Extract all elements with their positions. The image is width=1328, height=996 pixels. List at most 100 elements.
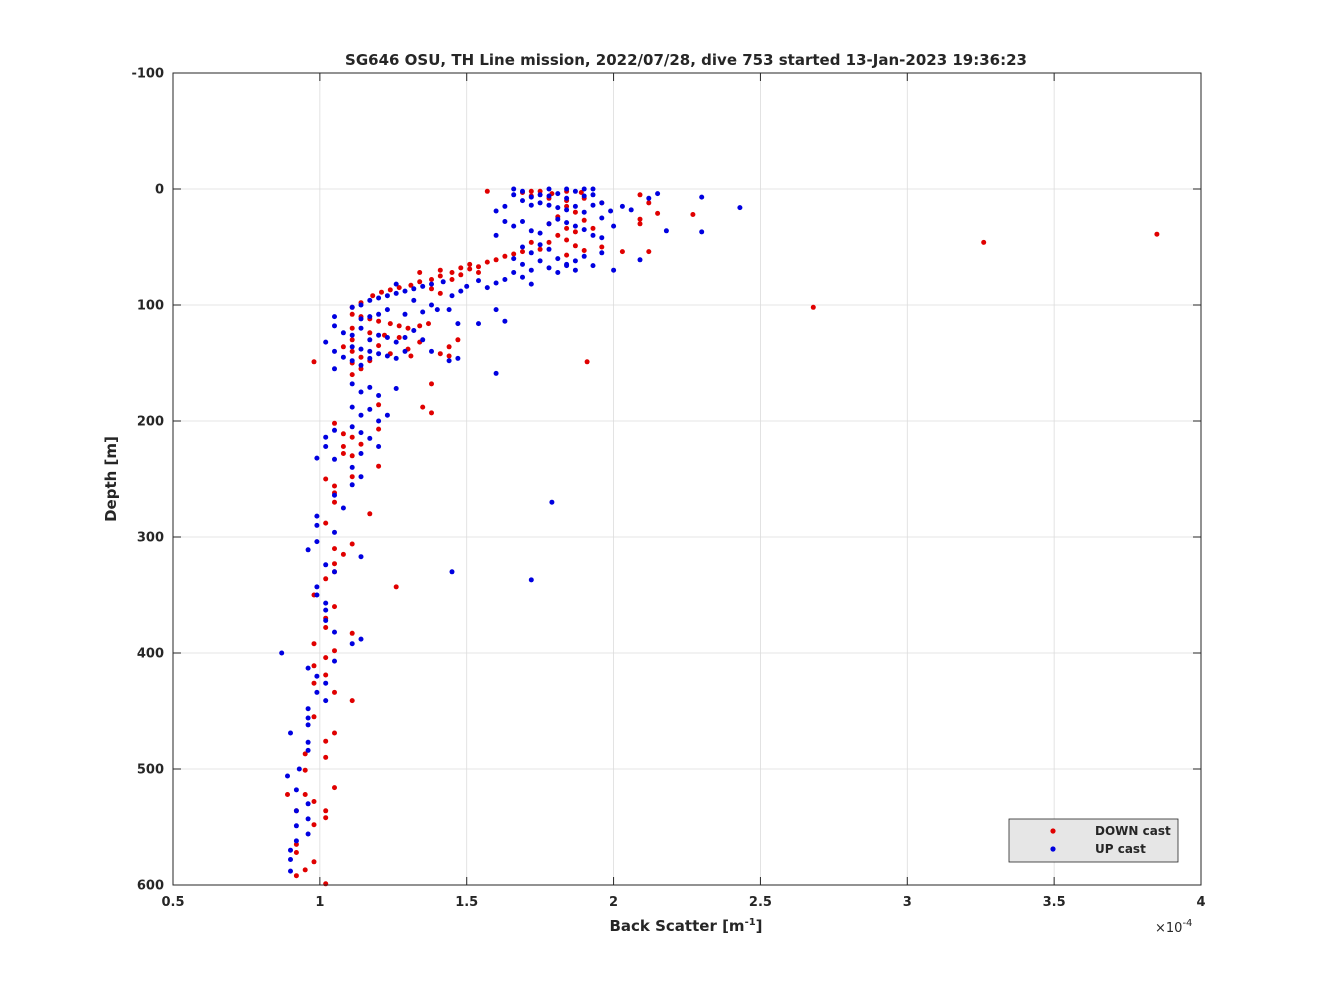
data-point (293, 808, 299, 814)
x-axis-label-superscript: -1 (745, 917, 756, 928)
data-point (305, 747, 311, 753)
data-point (663, 228, 669, 234)
y-tick-labels: -100 0 100 200 300 400 500 600 (131, 67, 164, 894)
data-point (340, 344, 346, 350)
data-point (332, 648, 337, 654)
data-point (590, 232, 596, 238)
data-point (323, 625, 329, 630)
plot-frame (172, 72, 1202, 886)
data-point (384, 412, 390, 418)
data-point (572, 243, 578, 249)
data-point (314, 673, 320, 679)
legend: DOWN cast UP cast (1008, 818, 1179, 863)
data-point (305, 739, 311, 745)
data-point (349, 348, 355, 354)
data-point (311, 641, 317, 647)
data-point (502, 318, 508, 324)
data-point (417, 279, 423, 285)
data-point (564, 220, 570, 226)
data-point (590, 186, 596, 192)
data-point (555, 270, 561, 275)
data-point (358, 389, 364, 395)
data-point (528, 267, 534, 273)
data-point (332, 785, 337, 791)
data-point (305, 831, 311, 837)
data-point (349, 358, 355, 364)
data-point (332, 561, 337, 567)
data-point (564, 252, 570, 258)
data-point (376, 351, 382, 357)
data-point (311, 680, 317, 686)
data-point (358, 325, 364, 331)
data-point (646, 249, 652, 255)
data-point (279, 650, 285, 656)
x-axis-label-close: ] (756, 917, 763, 935)
data-point (311, 799, 317, 804)
data-point (699, 194, 705, 200)
data-point (429, 281, 434, 287)
data-point (411, 286, 417, 292)
data-point (420, 404, 426, 410)
data-point (546, 239, 552, 245)
data-point (376, 402, 382, 408)
data-point (358, 366, 364, 372)
data-point (384, 353, 390, 359)
data-point (437, 290, 443, 296)
data-point (332, 499, 337, 505)
data-point (387, 287, 393, 293)
data-point (323, 600, 329, 606)
data-point (323, 881, 329, 887)
data-point (305, 665, 311, 671)
data-point (572, 258, 578, 264)
legend-box (1008, 818, 1179, 863)
plot-area (173, 73, 1201, 885)
data-point (449, 277, 455, 282)
data-point (467, 261, 473, 267)
data-point (340, 444, 346, 449)
data-point (484, 188, 490, 194)
y-axis-label: Depth [m] (102, 436, 120, 522)
data-point (810, 304, 816, 310)
data-point (564, 203, 570, 209)
data-point (323, 434, 329, 440)
data-point (572, 203, 578, 209)
data-point (437, 351, 443, 357)
data-point (572, 223, 578, 229)
data-point (367, 337, 373, 343)
data-point (502, 277, 508, 282)
data-point (358, 316, 364, 322)
data-point (564, 263, 570, 269)
data-point (349, 464, 355, 470)
data-point (349, 332, 355, 338)
data-point (520, 188, 525, 194)
data-point (737, 205, 743, 211)
legend-label-up-cast: UP cast (1095, 842, 1146, 856)
data-point (493, 370, 499, 376)
data-point (332, 529, 337, 535)
data-point (367, 297, 373, 303)
data-point (464, 283, 470, 289)
data-point (511, 186, 517, 192)
data-point (358, 362, 364, 368)
data-point (493, 208, 499, 214)
data-point (314, 689, 320, 695)
data-point (376, 426, 382, 432)
data-point (584, 359, 590, 365)
data-point (332, 629, 337, 635)
data-point (288, 857, 293, 862)
data-point (285, 773, 290, 779)
data-point (349, 474, 355, 480)
data-point (367, 348, 373, 354)
data-point (528, 239, 534, 245)
data-point (572, 209, 578, 215)
data-point (420, 309, 426, 315)
x-axis-exponent-base: ×10 (1155, 921, 1182, 936)
data-point (293, 841, 299, 847)
data-point (367, 435, 373, 441)
data-point (349, 372, 355, 378)
data-point (581, 193, 587, 199)
data-point (314, 584, 320, 590)
x-tick-label: 2.5 (749, 895, 772, 910)
data-point (358, 430, 364, 436)
data-point (546, 246, 552, 252)
